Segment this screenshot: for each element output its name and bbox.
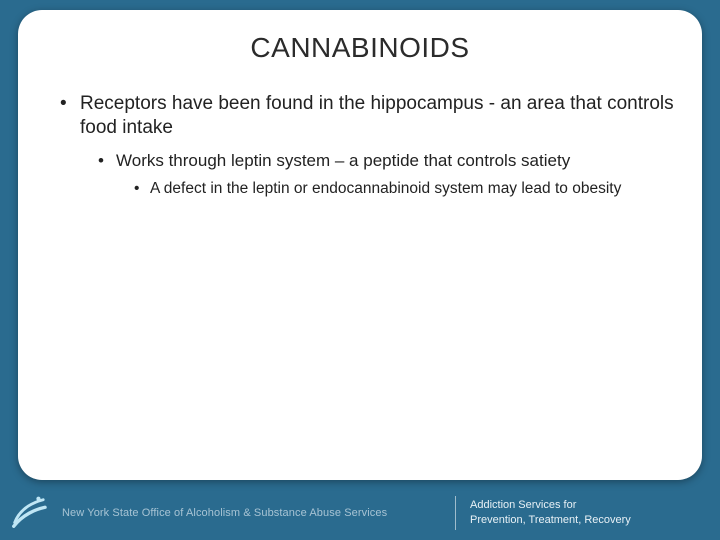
- footer-tagline-line1: Addiction Services for: [470, 498, 706, 513]
- bullet-lvl1: Receptors have been found in the hippoca…: [60, 92, 674, 198]
- page-title: CANNABINOIDS: [46, 32, 674, 64]
- footer-tagline: Addiction Services for Prevention, Treat…: [470, 498, 720, 528]
- footer: New York State Office of Alcoholism & Su…: [0, 486, 720, 540]
- swoosh-icon: [9, 494, 47, 532]
- slide: CANNABINOIDS Receptors have been found i…: [0, 0, 720, 540]
- logo: [0, 486, 56, 540]
- bullet-list-lvl1: Receptors have been found in the hippoca…: [46, 92, 674, 198]
- footer-separator: [455, 496, 456, 530]
- bullet-lvl2-text: Works through leptin system – a peptide …: [116, 151, 570, 170]
- bullet-lvl1-text: Receptors have been found in the hippoca…: [80, 93, 674, 138]
- bullet-list-lvl2: Works through leptin system – a peptide …: [80, 150, 674, 199]
- bullet-lvl3: A defect in the leptin or endocannabinoi…: [134, 179, 674, 198]
- bullet-list-lvl3: A defect in the leptin or endocannabinoi…: [116, 179, 674, 198]
- content-card: CANNABINOIDS Receptors have been found i…: [18, 10, 702, 480]
- footer-org-name: New York State Office of Alcoholism & Su…: [56, 507, 445, 519]
- bullet-lvl2: Works through leptin system – a peptide …: [98, 150, 674, 199]
- bullet-lvl3-text: A defect in the leptin or endocannabinoi…: [150, 180, 621, 197]
- footer-tagline-line2: Prevention, Treatment, Recovery: [470, 513, 706, 528]
